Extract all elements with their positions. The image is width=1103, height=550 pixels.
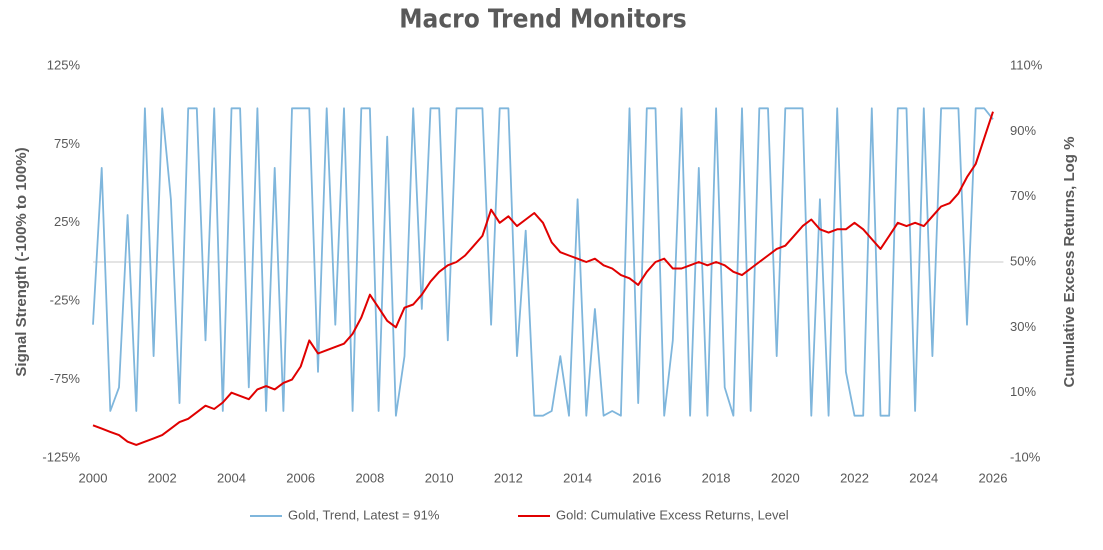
y2-tick-label: 10% [1010, 384, 1036, 399]
y2-tick-label: 110% [1010, 57, 1043, 72]
x-tick-label: 2010 [425, 470, 454, 485]
y-tick-label: -25% [50, 293, 81, 308]
y-tick-label: 75% [54, 136, 80, 151]
x-tick-label: 2000 [79, 470, 108, 485]
y2-tick-label: 90% [1010, 123, 1036, 138]
x-tick-label: 2004 [217, 470, 246, 485]
y2-axis-title: Cumulative Excess Returns, Log % [1061, 137, 1078, 388]
series-line [92, 111, 994, 446]
x-tick-label: 2012 [494, 470, 523, 485]
x-tick-label: 2006 [286, 470, 315, 485]
x-tick-label: 2024 [909, 470, 938, 485]
y2-tick-label: 70% [1010, 188, 1036, 203]
series-line [92, 107, 994, 417]
y2-tick-label: 30% [1010, 319, 1036, 334]
y-tick-label: 25% [54, 214, 80, 229]
x-tick-label: 2002 [148, 470, 177, 485]
y2-tick-label: 50% [1010, 253, 1036, 268]
y-tick-label: -75% [50, 371, 81, 386]
chart-title: Macro Trend Monitors [399, 5, 686, 35]
y-axis-title: Signal Strength (-100% to 100%) [13, 147, 30, 376]
x-tick-label: 2008 [355, 470, 384, 485]
x-tick-label: 2016 [632, 470, 661, 485]
x-tick-label: 2014 [563, 470, 592, 485]
y2-tick-label: -10% [1010, 449, 1041, 464]
legend-label: Gold, Trend, Latest = 91% [288, 507, 440, 522]
x-tick-label: 2022 [840, 470, 869, 485]
x-tick-label: 2020 [771, 470, 800, 485]
x-tick-label: 2026 [979, 470, 1008, 485]
y-tick-label: -125% [42, 449, 80, 464]
x-tick-label: 2018 [702, 470, 731, 485]
y-tick-label: 125% [47, 57, 81, 72]
legend-label: Gold: Cumulative Excess Returns, Level [556, 507, 789, 522]
